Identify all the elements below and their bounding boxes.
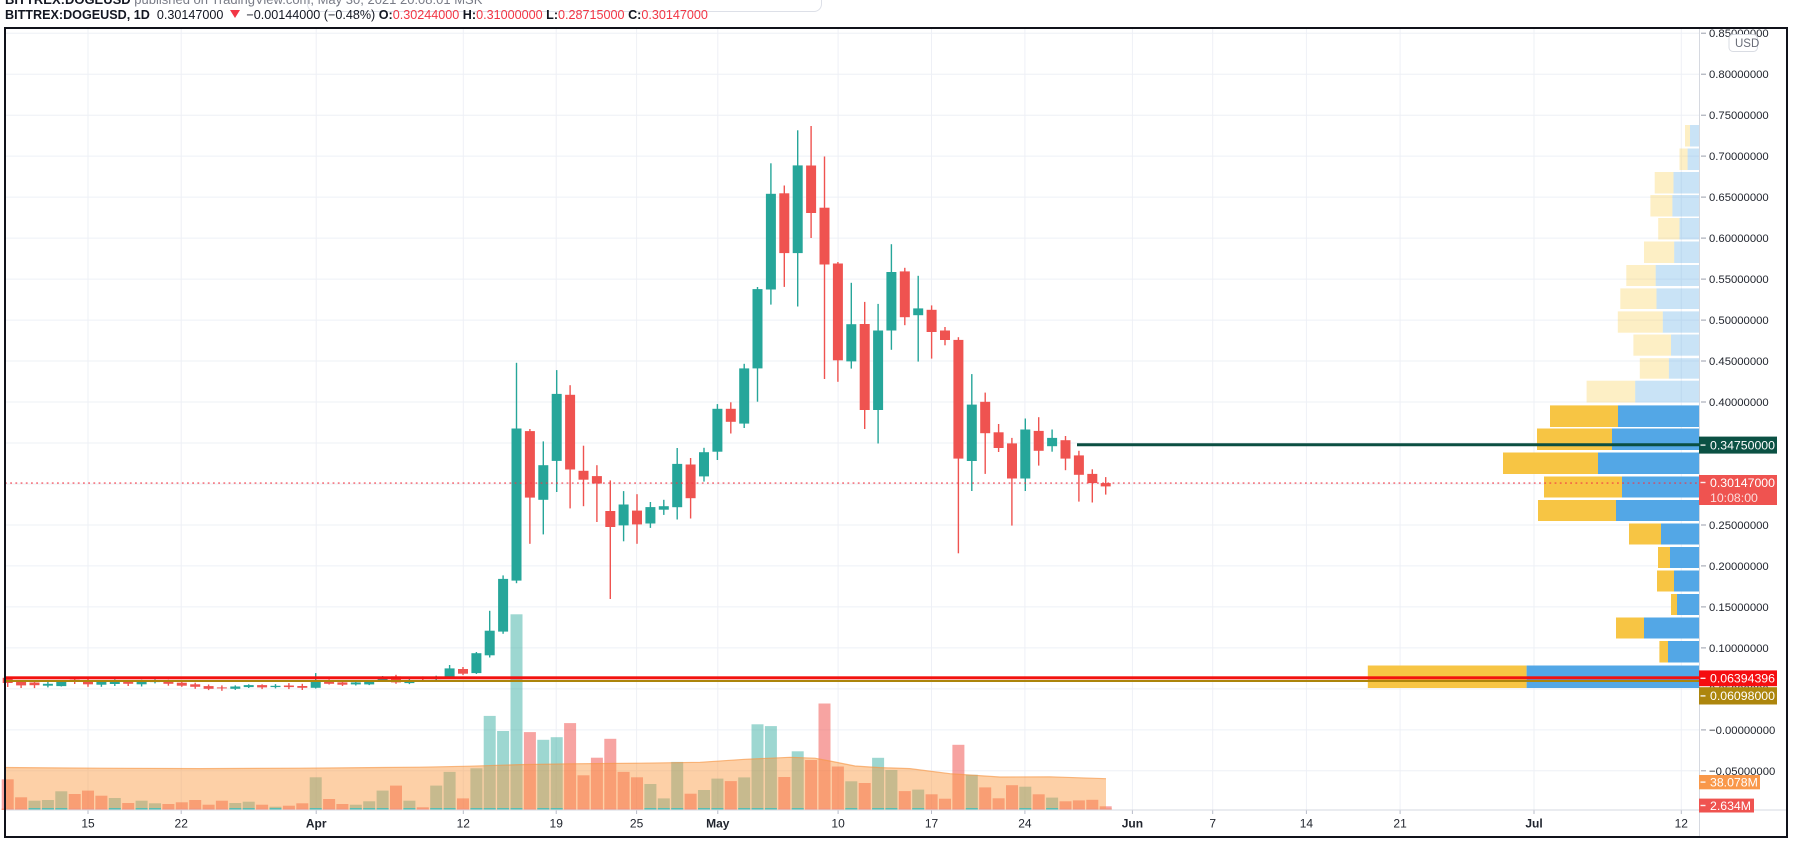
svg-text:15: 15 (81, 817, 95, 831)
svg-text:0.25000000: 0.25000000 (1709, 520, 1769, 532)
svg-text:Jul: Jul (1525, 817, 1542, 831)
svg-text:2.634M: 2.634M (1710, 799, 1751, 813)
svg-text:25: 25 (630, 817, 644, 831)
svg-text:0.65000000: 0.65000000 (1709, 192, 1769, 204)
svg-text:0.06394396: 0.06394396 (1710, 672, 1775, 686)
svg-text:10: 10 (831, 817, 845, 831)
svg-text:May: May (706, 817, 730, 831)
svg-text:0.75000000: 0.75000000 (1709, 110, 1769, 122)
svg-text:0.30147000: 0.30147000 (1710, 476, 1775, 490)
svg-text:19: 19 (550, 817, 564, 831)
svg-text:17: 17 (925, 817, 939, 831)
svg-text:0.80000000: 0.80000000 (1709, 69, 1769, 81)
svg-text:24: 24 (1018, 817, 1032, 831)
svg-text:0.60000000: 0.60000000 (1709, 233, 1769, 245)
svg-text:0.20000000: 0.20000000 (1709, 561, 1769, 573)
svg-text:Jun: Jun (1122, 817, 1143, 831)
svg-text:38.078M: 38.078M (1710, 775, 1758, 789)
svg-text:0.50000000: 0.50000000 (1709, 315, 1769, 327)
svg-text:USD: USD (1735, 38, 1759, 50)
svg-text:22: 22 (175, 817, 189, 831)
svg-text:0.10000000: 0.10000000 (1709, 643, 1769, 655)
svg-text:−0.05000000: −0.05000000 (1709, 766, 1775, 778)
svg-text:12: 12 (457, 817, 471, 831)
svg-text:14: 14 (1300, 817, 1314, 831)
svg-text:21: 21 (1393, 817, 1407, 831)
svg-text:0.34750000: 0.34750000 (1710, 438, 1775, 452)
svg-text:0.15000000: 0.15000000 (1709, 602, 1769, 614)
svg-text:0.45000000: 0.45000000 (1709, 356, 1769, 368)
svg-text:0.40000000: 0.40000000 (1709, 397, 1769, 409)
svg-text:0.55000000: 0.55000000 (1709, 274, 1769, 286)
svg-text:0.70000000: 0.70000000 (1709, 151, 1769, 163)
svg-text:10:08:00: 10:08:00 (1710, 491, 1758, 505)
svg-text:Apr: Apr (306, 817, 327, 831)
svg-text:0.06098000: 0.06098000 (1710, 689, 1775, 703)
svg-text:−0.00000000: −0.00000000 (1709, 725, 1775, 737)
svg-text:12: 12 (1675, 817, 1689, 831)
svg-text:7: 7 (1209, 817, 1216, 831)
